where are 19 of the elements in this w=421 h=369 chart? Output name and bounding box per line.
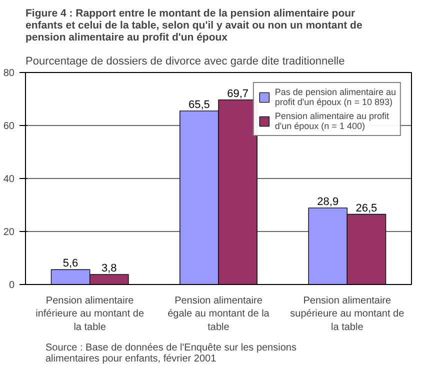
chart-subtitle: Pourcentage de dossiers de divorce avec garde dite traditionnelle (26, 56, 345, 68)
source-note: Source : Base de données de l'Enquête sur les pensions alimentaires pour enfants, février 2001 (46, 342, 296, 364)
data-label: 69,7 (227, 88, 249, 100)
x-tick-label: Pension alimentaire inférieure au montant de la table (36, 296, 144, 333)
y-tick-label: 0 (8, 280, 15, 291)
data-label: 26,5 (356, 202, 378, 214)
data-label: 3,8 (101, 262, 117, 274)
x-tick-label: Pension alimentaire égale au montant de la table (168, 296, 270, 333)
y-tick-label: 60 (3, 121, 15, 132)
data-label: 65,5 (188, 98, 210, 111)
data-label: 28,9 (317, 196, 339, 208)
legend-label: Pension alimentaire au profit d'un époux (n = 1 400) (274, 111, 389, 131)
chart-title: Figure 4 : Rapport entre le montant de la pension alimentaire pour enfants et celui de la table, selon qu'il y avait ou non un montant de pension alimentaire au profit d'un époux (26, 8, 362, 44)
data-label: 5,6 (62, 258, 78, 270)
legend-label: Pas de pension alimentaire au profit d'un époux (n = 10 893) (274, 87, 396, 107)
y-tick-label: 20 (3, 227, 15, 238)
x-tick-label: Pension alimentaire supérieure au montant de la table (290, 296, 405, 333)
y-tick-label: 40 (3, 174, 15, 185)
y-tick-label: 80 (3, 68, 15, 79)
